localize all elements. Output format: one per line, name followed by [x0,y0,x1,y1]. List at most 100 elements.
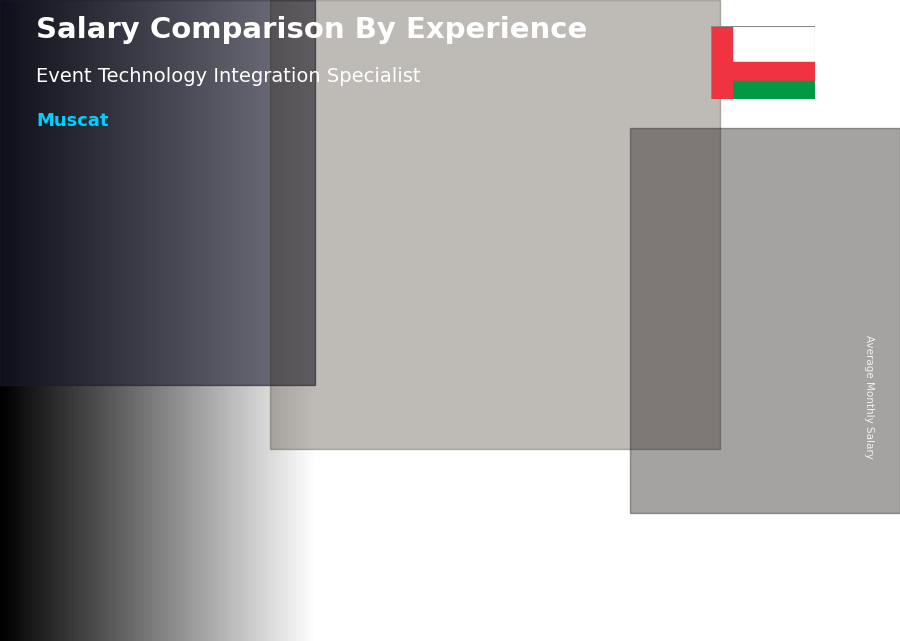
Bar [254,434,256,577]
Bar [721,290,724,577]
Bar [274,434,275,577]
Bar [502,328,504,577]
Text: 950 OMR: 950 OMR [80,479,140,492]
Bar [765,290,768,577]
Bar [385,372,387,577]
Bar [266,434,268,577]
Bar [472,328,473,577]
Bar [504,328,506,577]
Bar [458,328,460,577]
Bar [256,434,258,577]
Bar [374,372,375,577]
Bar [589,313,591,577]
Bar [619,313,622,577]
Bar [202,434,205,577]
Bar [485,328,487,577]
Bar [364,372,366,577]
Bar [623,313,626,577]
Bar [617,313,619,577]
Bar [82,472,84,577]
Text: +38%: +38% [148,411,207,429]
Bar [604,313,607,577]
Bar [131,472,133,577]
Bar [201,434,203,577]
Bar [346,372,349,577]
Bar [712,290,714,577]
Bar [732,81,814,99]
Bar [697,290,698,577]
Bar [93,472,95,577]
Bar [583,313,585,577]
Bar [708,290,710,577]
Bar [140,472,143,577]
Bar [742,290,744,577]
Bar [608,313,610,577]
Bar [400,372,411,577]
Bar [767,290,770,577]
Bar [270,0,720,449]
Text: salary: salary [392,615,444,629]
Bar [453,328,454,577]
Bar [704,290,707,577]
Bar [97,472,99,577]
Bar [150,472,152,577]
Text: +6%: +6% [524,278,569,297]
Bar [724,290,725,577]
Bar [693,290,695,577]
Bar [578,313,580,577]
Bar [224,434,226,577]
Bar [695,290,697,577]
Bar [277,434,288,577]
Bar [220,434,222,577]
Bar [137,472,139,577]
Bar [592,313,595,577]
Bar [748,290,751,577]
Bar [470,328,472,577]
Bar [482,328,483,577]
Bar [324,372,326,577]
Bar [221,434,224,577]
Bar [114,472,116,577]
Bar [518,328,519,577]
Bar [84,472,86,577]
Bar [209,434,211,577]
Bar [360,372,362,577]
Bar [610,313,612,577]
Bar [391,372,392,577]
Bar [328,372,329,577]
Bar [241,434,243,577]
Bar [120,472,122,577]
Polygon shape [77,466,165,472]
Text: Event Technology Integration Specialist: Event Technology Integration Specialist [36,67,420,87]
Bar [487,328,489,577]
Bar [587,313,589,577]
Bar [621,313,624,577]
Bar [711,26,732,99]
Polygon shape [201,428,288,434]
Bar [252,434,255,577]
Bar [338,372,339,577]
Bar [231,434,233,577]
Polygon shape [693,284,780,290]
Bar [101,472,103,577]
Bar [89,472,92,577]
Bar [516,328,517,577]
FancyArrowPatch shape [628,281,719,310]
Bar [597,313,598,577]
Text: +9%: +9% [646,256,692,274]
Bar [449,328,451,577]
Bar [343,372,345,577]
Bar [238,434,241,577]
Bar [353,372,355,577]
Bar [575,313,578,577]
Bar [483,328,485,577]
Bar [760,290,761,577]
Bar [706,290,708,577]
Bar [600,313,602,577]
Bar [475,328,478,577]
Bar [326,372,328,577]
Bar [732,62,814,81]
Text: +22%: +22% [394,299,453,317]
Bar [148,472,150,577]
Bar [118,472,120,577]
